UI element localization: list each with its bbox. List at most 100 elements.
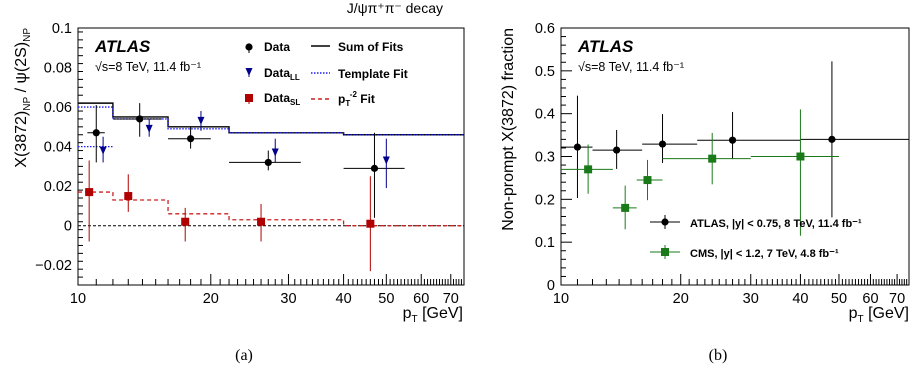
panel-a-y-tick-label: 0.02 [44,179,72,195]
panel-b-x-tick-label: 30 [743,291,759,307]
panel-a-point-data-ll [382,156,390,165]
panel-a-point-data-sl [124,192,133,201]
panel-b-point-atlas [728,136,737,144]
panel-a-legend: Data DataLL DataSL Sum of Fits Template … [245,40,408,108]
panel-b-point-cms [796,152,805,161]
panel-a-point-data-ll [271,148,279,157]
panel-a-point-data-ll [145,124,153,133]
legend-data-label: Data [264,40,290,54]
panel-a-x-tick-label: 10 [70,291,86,307]
legend-data-sl-label: DataSL [264,91,300,107]
legend-pt2-fit: Fit [357,92,375,106]
panel-a-x-title: pT [GeV] [403,305,463,325]
panel-b-x-tick-label: 10 [553,291,569,307]
panel-b-y-tick-label: 0.2 [535,192,555,208]
panel-b-x-tick-label: 70 [889,291,905,307]
panel-a-y-num: X(3872) [13,111,30,168]
legend-cms-label: CMS, |y| < 1.2, 7 TeV, 4.8 fb⁻¹ [690,248,839,260]
panel-b-y-tick-label: 0.4 [535,107,555,123]
legend-atlas-label: ATLAS, |y| < 0.75, 8 TeV, 11.4 fb⁻¹ [690,218,862,230]
panel-a-y-tick-label: 0.04 [44,140,72,156]
panel-a-point-data-sl [257,217,266,226]
legend-data-sl-marker [245,94,253,102]
panel-a-y-tick-label: 0.06 [44,100,72,116]
legend-data-ll-main: Data [264,66,290,80]
panel-b-experiment: ATLAS [577,37,634,56]
legend-data-sl-sub: SL [290,98,300,107]
panel-b-x-title-p: p [849,305,858,322]
panel-b-x-title-unit: [GeV] [864,305,909,322]
step-line-p-t-2-fit [78,191,464,227]
panel-b-point-cms [621,203,630,212]
panel-a-point-data-sl [181,217,190,226]
legend-pt2-t: T [345,99,350,108]
panel-b-caption: (b) [709,347,728,364]
panel-b-y-tick-label: 0.3 [535,150,555,166]
panel-b-x-tick-label: 20 [673,291,689,307]
panel-a-step-lines [78,102,464,227]
panel-a-point-data-sl [85,188,94,197]
panel-b-x-title-t: T [858,314,864,325]
panel-b-point-atlas [828,135,836,143]
legend-pt2-label: pT-2 Fit [338,90,375,108]
panel-b-axes: 0 0.1 0.2 0.3 0.4 0.5 0.6 10 20 30 40 50 60 70 [535,21,910,307]
panel-b-x-tick-label: 50 [831,291,847,307]
panel-b-markers [561,61,909,236]
panel-a-axes: −0.02 0 0.02 0.04 0.06 0.08 0.1 10 20 30 40 50 60 70 [35,21,465,307]
legend-cms-marker [661,248,669,256]
legend-data-sl-main: Data [264,91,290,105]
panel-b-point-cms [708,154,717,163]
panel-a-x-title-p: p [403,305,412,322]
panel-a-y-tick-label: 0 [64,219,72,235]
panel-a-point-data-ll [197,116,205,125]
panel-b-y-tick-label: 0 [547,278,555,294]
panel-a-point-data [136,115,144,123]
legend-data-marker [245,43,253,51]
panel-b-x-title: pT [GeV] [849,305,909,325]
panel-a-y-title: X(3872)NP / ψ(2S)NP [13,28,33,168]
panel-b: 00.10.20.30.40.50.610 20 30 40 50 60 70 ATLAS … [500,21,910,364]
panel-b-y-tick-label: 0.5 [535,64,555,80]
panel-a-x-title-t: T [412,314,418,325]
panel-a-x-title-unit: [GeV] [418,305,463,322]
legend-sum-label: Sum of Fits [338,40,404,54]
panel-a-y-tick-label: 0.08 [44,61,72,77]
panel-b-y-tick-label: 0.6 [535,21,555,37]
panel-a-frame [77,27,465,286]
panel-a-markers [85,103,405,272]
panel-a-top-label: J/ψπ⁺π⁻ decay [347,0,443,16]
legend-atlas-marker [661,218,669,226]
panel-a-y-tick-label: −0.02 [35,258,72,274]
legend-data-ll-label: DataLL [264,66,300,82]
panel-a-x-tick-label: 50 [378,291,394,307]
legend-data-ll-marker [245,68,253,76]
panel-a-point-data [370,164,379,172]
panel-a-y-den: / ψ(2S) [13,42,30,97]
panel-a-point-data [187,135,195,143]
panel-b-point-cms [643,176,652,185]
legend-pt2-exp: -2 [350,90,358,99]
panel-a-x-tick-label: 60 [413,291,429,307]
panel-b-y-tick-label: 0.1 [535,235,555,251]
panel-a-point-data-sl [366,219,375,228]
panel-b-point-cms [584,165,593,174]
panel-a-point-data [264,158,272,167]
panel-b-point-atlas [613,146,621,154]
panel-b-y-title: Non-prompt X(3872) fraction [500,28,517,231]
panel-a: J/ψπ⁺π⁻ decay −0.02 0 0.02 0.04 0.06 0.08 0.1 1… [13,0,465,364]
legend-data-ll-sub: LL [290,73,300,82]
panel-b-point-atlas [658,140,667,148]
panel-a-x-tick-label: 20 [203,291,219,307]
legend-template-label: Template Fit [338,67,408,81]
panel-a-point-data [92,129,100,137]
panel-a-y-num-sub: NP [22,97,33,111]
panel-a-x-tick-label: 40 [336,291,352,307]
step-line-template-fit [78,106,464,136]
legend-pt2-p: p [338,92,345,106]
panel-a-experiment: ATLAS [94,37,151,56]
panel-a-y-den-sub: NP [22,28,33,42]
panel-a-caption: (a) [235,347,253,364]
panel-b-x-tick-label: 60 [862,291,878,307]
panel-b-point-atlas [573,143,582,151]
